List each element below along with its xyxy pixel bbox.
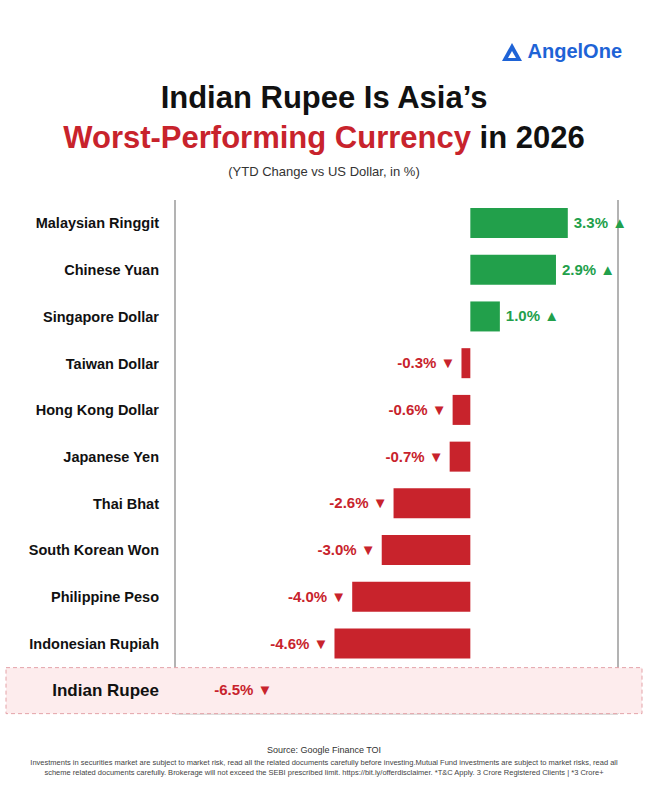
svg-text:Indonesian Rupiah: Indonesian Rupiah — [29, 636, 159, 652]
svg-text:Chinese Yuan: Chinese Yuan — [64, 262, 159, 278]
svg-text:-0.6% ▼: -0.6% ▼ — [388, 401, 446, 418]
html-text:Indian Rupee Is Asia’s: Indian Rupee Is Asia’s — [160, 80, 488, 115]
svg-text:-2.6% ▼: -2.6% ▼ — [329, 494, 387, 511]
svg-text:-0.3% ▼: -0.3% ▼ — [397, 354, 455, 371]
svg-text:-6.5% ▼: -6.5% ▼ — [214, 681, 272, 698]
svg-text:Taiwan Dollar: Taiwan Dollar — [66, 356, 160, 372]
html-text:Source: Google Finance TOI: Source: Google Finance TOI — [266, 745, 382, 755]
svg-text:3.3% ▲: 3.3% ▲ — [574, 214, 627, 231]
svg-text:South Korean Won: South Korean Won — [29, 542, 159, 558]
svg-text:Japanese Yen: Japanese Yen — [63, 449, 159, 465]
html-text:Investments in securities mark: Investments in securities market are sub… — [30, 758, 618, 777]
svg-text:Philippine Peso: Philippine Peso — [51, 589, 159, 605]
svg-text:Singapore Dollar: Singapore Dollar — [43, 309, 159, 325]
html-text:Worst-Performing Currency in 2: Worst-Performing Currency in 2026 — [63, 120, 585, 155]
svg-text:Malaysian Ringgit: Malaysian Ringgit — [36, 215, 159, 231]
html-text:AngelOne: AngelOne — [527, 40, 622, 62]
svg-text:1.0% ▲: 1.0% ▲ — [506, 307, 559, 324]
svg-text:-4.0% ▼: -4.0% ▼ — [288, 588, 346, 605]
svg-text:Hong Kong Dollar: Hong Kong Dollar — [36, 402, 160, 418]
svg-text:-4.6% ▼: -4.6% ▼ — [270, 635, 328, 652]
html-text:(YTD Change vs US Dollar, in %: (YTD Change vs US Dollar, in %) — [228, 164, 420, 179]
svg-text:Indian Rupee: Indian Rupee — [52, 681, 159, 700]
svg-text:-0.7% ▼: -0.7% ▼ — [385, 448, 443, 465]
svg-text:Thai Bhat: Thai Bhat — [93, 496, 159, 512]
svg-text:2.9% ▲: 2.9% ▲ — [562, 261, 615, 278]
svg-text:-3.0% ▼: -3.0% ▼ — [318, 541, 376, 558]
